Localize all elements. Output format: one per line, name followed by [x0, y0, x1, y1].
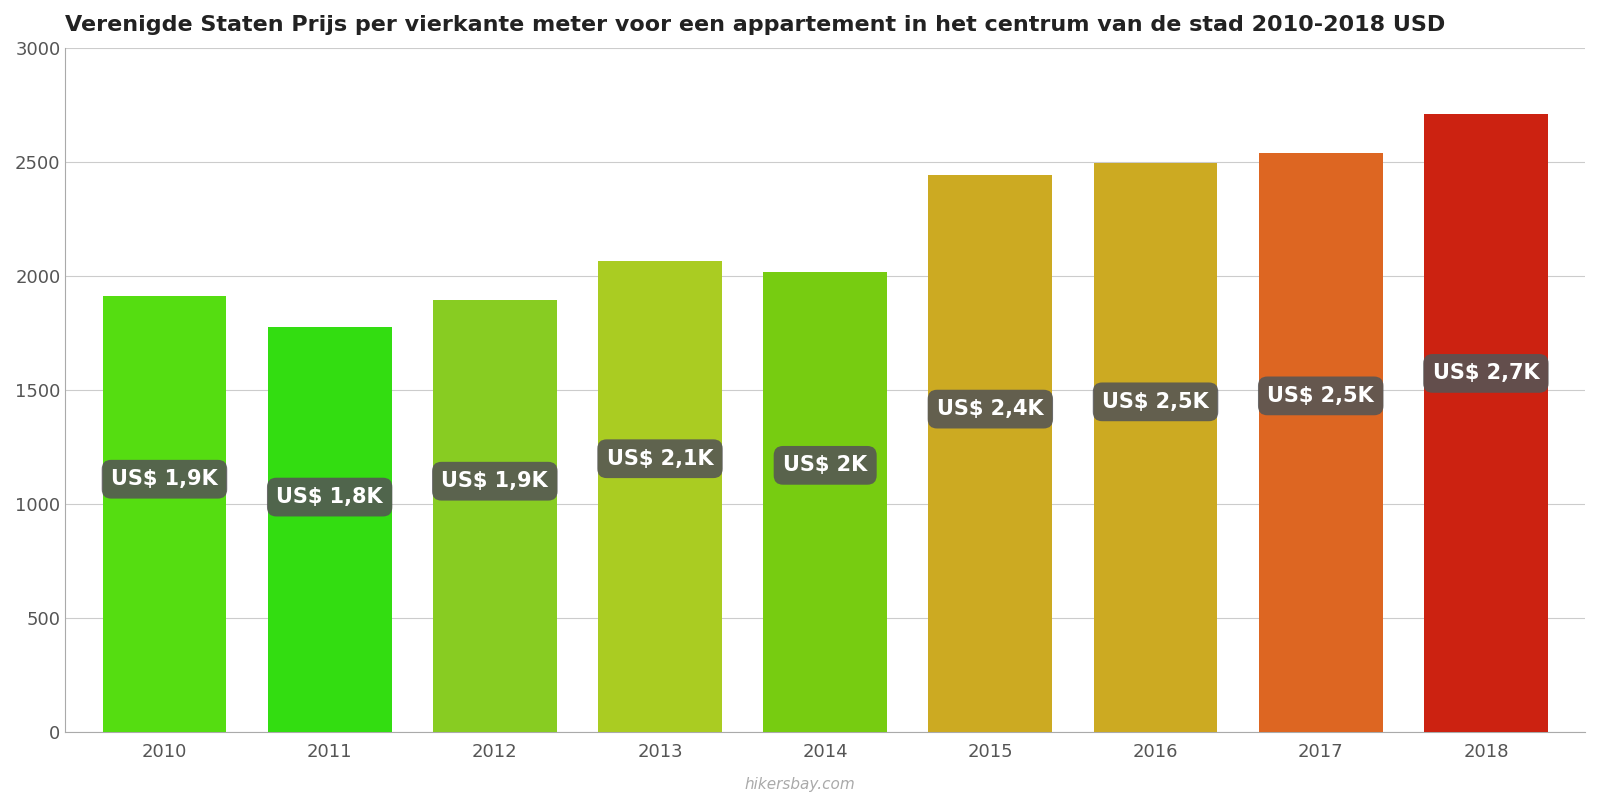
Text: US$ 1,8K: US$ 1,8K [277, 487, 382, 507]
Bar [598, 261, 722, 732]
Bar [434, 300, 557, 732]
Bar [763, 272, 886, 732]
Text: US$ 2,5K: US$ 2,5K [1102, 392, 1210, 412]
Text: US$ 2,1K: US$ 2,1K [606, 449, 714, 469]
Bar [102, 296, 227, 732]
Text: US$ 2K: US$ 2K [782, 455, 867, 475]
Bar [1259, 153, 1382, 732]
Bar [1093, 163, 1218, 732]
Text: US$ 2,7K: US$ 2,7K [1432, 363, 1539, 383]
Bar [267, 327, 392, 732]
Text: US$ 1,9K: US$ 1,9K [110, 470, 218, 490]
Text: US$ 2,5K: US$ 2,5K [1267, 386, 1374, 406]
Bar [1424, 114, 1547, 732]
Text: US$ 1,9K: US$ 1,9K [442, 471, 549, 491]
Text: Verenigde Staten Prijs per vierkante meter voor een appartement in het centrum v: Verenigde Staten Prijs per vierkante met… [66, 15, 1446, 35]
Text: US$ 2,4K: US$ 2,4K [938, 399, 1043, 419]
Bar [928, 175, 1053, 732]
Text: hikersbay.com: hikersbay.com [744, 777, 856, 792]
